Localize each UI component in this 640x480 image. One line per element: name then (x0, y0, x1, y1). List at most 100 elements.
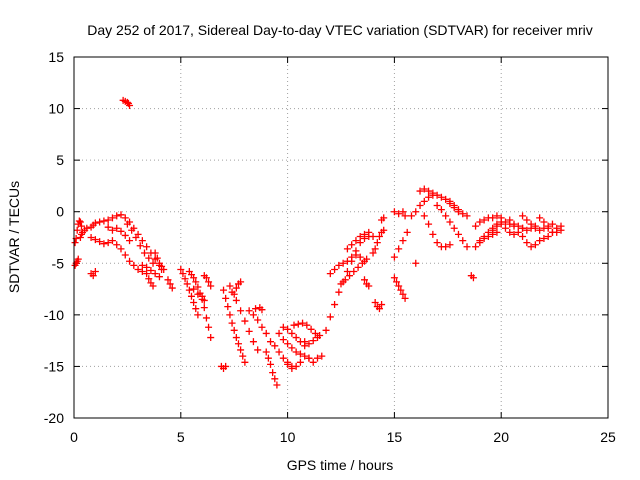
data-point (493, 212, 501, 220)
data-point (476, 237, 484, 245)
data-point (425, 220, 433, 228)
data-point (143, 243, 151, 251)
data-point (239, 352, 247, 360)
data-point (252, 305, 260, 313)
data-point (326, 313, 334, 321)
data-point (480, 235, 488, 243)
data-point (136, 242, 144, 250)
data-point (271, 342, 279, 350)
x-tick-label: 15 (387, 429, 403, 445)
data-point (506, 216, 514, 224)
data-point (380, 214, 388, 222)
data-point (343, 257, 351, 265)
data-point (89, 272, 97, 280)
data-point (121, 231, 129, 239)
data-point (501, 218, 509, 226)
data-point (108, 214, 116, 222)
data-point (531, 241, 539, 249)
data-point (527, 243, 535, 251)
data-point (314, 334, 322, 342)
x-tick-label: 0 (70, 429, 78, 445)
data-point (531, 224, 539, 232)
data-point (258, 323, 266, 331)
data-point (536, 226, 544, 234)
data-point (454, 230, 462, 238)
data-point (202, 274, 210, 282)
data-point (544, 224, 552, 232)
data-point (393, 278, 401, 286)
data-point (305, 354, 313, 362)
data-point (75, 217, 83, 225)
data-point (292, 334, 300, 342)
data-point (267, 338, 275, 346)
data-point (275, 329, 283, 337)
data-point (472, 222, 480, 230)
data-point (446, 241, 454, 249)
data-point (373, 239, 381, 247)
data-point (335, 288, 343, 296)
data-point (143, 270, 151, 278)
data-point (358, 259, 366, 267)
data-point (284, 340, 292, 348)
data-point (429, 230, 437, 238)
data-point (395, 282, 403, 290)
data-point (296, 358, 304, 366)
data-point (356, 253, 364, 261)
data-point (194, 311, 202, 319)
data-point (222, 362, 230, 370)
data-point (412, 259, 420, 267)
data-point (305, 340, 313, 348)
data-point (149, 282, 157, 290)
data-point (113, 241, 121, 249)
data-point (279, 336, 287, 344)
data-point (220, 286, 228, 294)
data-point (296, 350, 304, 358)
data-point (108, 237, 116, 245)
data-point (245, 307, 253, 315)
data-point (192, 278, 200, 286)
data-point (519, 212, 527, 220)
y-tick-label: -5 (52, 255, 65, 271)
data-point (348, 253, 356, 261)
data-point (489, 226, 497, 234)
data-point (207, 334, 215, 342)
data-point (198, 292, 206, 300)
data-point (510, 220, 518, 228)
y-tick-label: 15 (48, 49, 64, 65)
data-point (126, 257, 134, 265)
data-point (230, 326, 238, 334)
data-point (230, 290, 238, 298)
data-point (91, 219, 99, 227)
data-point (395, 245, 403, 253)
data-point (519, 232, 527, 240)
data-point (249, 338, 257, 346)
data-point (160, 265, 168, 273)
data-point (501, 224, 509, 232)
data-point (450, 202, 458, 210)
data-point (540, 235, 548, 243)
data-point (348, 241, 356, 249)
data-point (279, 323, 287, 331)
data-point (104, 216, 112, 224)
data-point (544, 232, 552, 240)
data-point (299, 319, 307, 327)
data-point (395, 210, 403, 218)
data-point (87, 234, 95, 241)
data-point (318, 352, 326, 360)
data-point (132, 234, 140, 241)
data-point (433, 239, 441, 247)
data-point (301, 338, 309, 346)
data-point (314, 354, 322, 362)
data-point (245, 327, 253, 335)
data-point (557, 222, 565, 230)
data-point (151, 270, 159, 278)
data-point (249, 311, 257, 319)
data-point (226, 311, 234, 319)
data-point (472, 243, 480, 251)
data-point (356, 232, 364, 240)
data-point (155, 273, 163, 281)
data-point (288, 364, 296, 372)
data-point (523, 226, 531, 234)
data-point (264, 354, 272, 362)
data-point (194, 290, 202, 298)
